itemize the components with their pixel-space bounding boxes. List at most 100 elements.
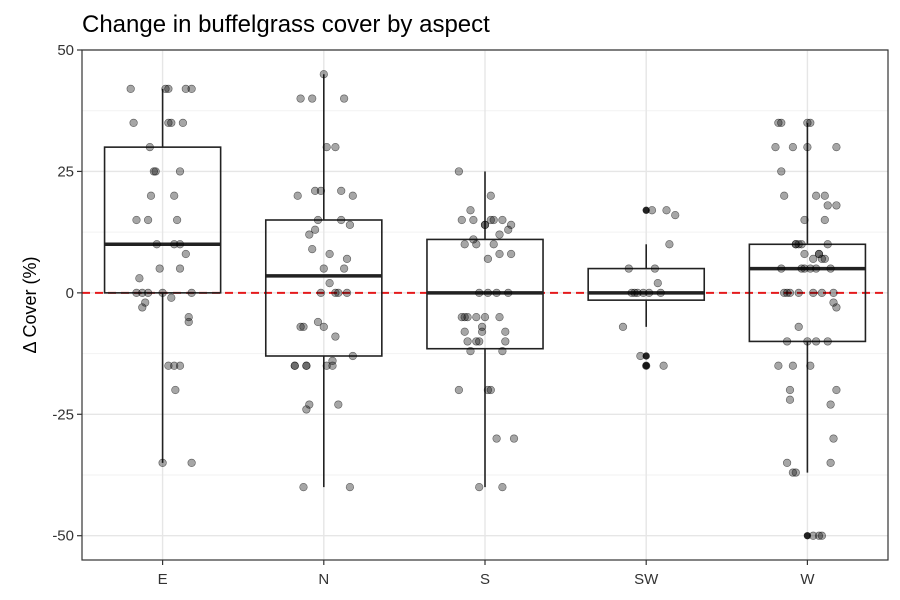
data-point — [498, 347, 507, 356]
data-point — [812, 264, 821, 273]
data-point — [483, 385, 493, 395]
y-tick-label: -25 — [52, 406, 74, 423]
data-point — [299, 322, 308, 331]
box-series — [103, 74, 867, 540]
data-point — [771, 143, 780, 152]
data-point — [814, 531, 824, 540]
data-point — [662, 206, 671, 215]
data-point — [788, 361, 797, 370]
data-point — [809, 288, 818, 297]
data-point — [653, 279, 662, 288]
data-point — [806, 118, 815, 127]
data-point — [777, 118, 786, 127]
data-point — [334, 400, 343, 409]
data-point — [129, 118, 138, 127]
data-point — [348, 191, 357, 200]
data-point — [785, 288, 795, 297]
data-point — [782, 288, 792, 297]
data-point — [469, 215, 478, 225]
data-point — [181, 84, 190, 93]
data-point — [495, 313, 504, 322]
data-point — [475, 483, 484, 492]
data-point — [826, 458, 835, 467]
data-point — [342, 288, 352, 297]
data-point — [187, 458, 196, 467]
data-point — [788, 468, 797, 477]
data-point — [817, 254, 827, 263]
data-point — [489, 215, 498, 225]
data-point — [184, 317, 193, 327]
data-point — [143, 215, 153, 225]
data-point — [463, 313, 472, 322]
data-point — [791, 240, 800, 249]
data-point — [302, 361, 311, 370]
data-point — [671, 211, 680, 220]
box-SW — [587, 267, 706, 301]
data-point — [823, 240, 832, 249]
data-point — [486, 215, 495, 225]
data-point — [656, 288, 665, 297]
data-point — [305, 400, 314, 409]
data-point — [480, 313, 490, 322]
data-point — [812, 191, 821, 200]
data-point — [483, 288, 493, 297]
data-point — [820, 191, 829, 200]
data-point — [460, 327, 469, 336]
data-point — [331, 332, 340, 341]
data-point — [158, 458, 167, 467]
data-point — [331, 288, 340, 297]
data-point — [472, 313, 481, 322]
data-point — [316, 288, 325, 297]
data-point — [774, 118, 783, 127]
data-point — [826, 264, 835, 273]
data-point — [785, 385, 795, 395]
data-point — [483, 254, 493, 263]
data-point — [777, 167, 786, 176]
data-point — [803, 337, 812, 346]
data-point — [504, 225, 513, 234]
data-point — [457, 215, 466, 225]
data-point — [322, 361, 331, 370]
data-point — [161, 84, 170, 93]
data-point — [817, 531, 827, 540]
data-point — [457, 313, 466, 322]
data-point — [492, 434, 501, 443]
data-point — [325, 279, 334, 288]
data-point — [809, 531, 818, 540]
data-point — [820, 215, 829, 225]
data-point — [308, 245, 317, 254]
data-point — [782, 337, 792, 346]
data-point — [132, 288, 141, 297]
data-point — [507, 249, 516, 259]
data-point — [636, 351, 645, 361]
data-point — [624, 264, 633, 273]
data-point — [504, 288, 513, 297]
data-point — [184, 313, 193, 322]
data-point — [800, 264, 809, 273]
data-point — [794, 322, 803, 331]
data-point — [178, 118, 188, 127]
x-tick-label: E — [158, 571, 168, 588]
data-point — [501, 327, 510, 336]
data-point — [313, 215, 323, 225]
data-point — [486, 191, 495, 200]
data-point — [342, 254, 352, 263]
data-point — [486, 385, 495, 395]
data-point — [814, 249, 824, 259]
box-W — [748, 243, 867, 343]
data-point — [167, 293, 176, 302]
data-point — [340, 264, 349, 273]
data-point — [152, 240, 161, 249]
data-point — [785, 395, 795, 404]
y-axis-title: Δ Cover (%) — [20, 256, 40, 353]
data-point — [325, 249, 334, 259]
data-point — [633, 288, 642, 297]
data-point — [141, 298, 150, 307]
data-point — [328, 356, 337, 365]
data-point — [345, 220, 355, 229]
data-point — [639, 288, 648, 297]
x-tick-label: N — [318, 571, 329, 588]
data-point — [175, 240, 185, 249]
data-point — [477, 327, 487, 336]
data-point — [296, 322, 305, 331]
